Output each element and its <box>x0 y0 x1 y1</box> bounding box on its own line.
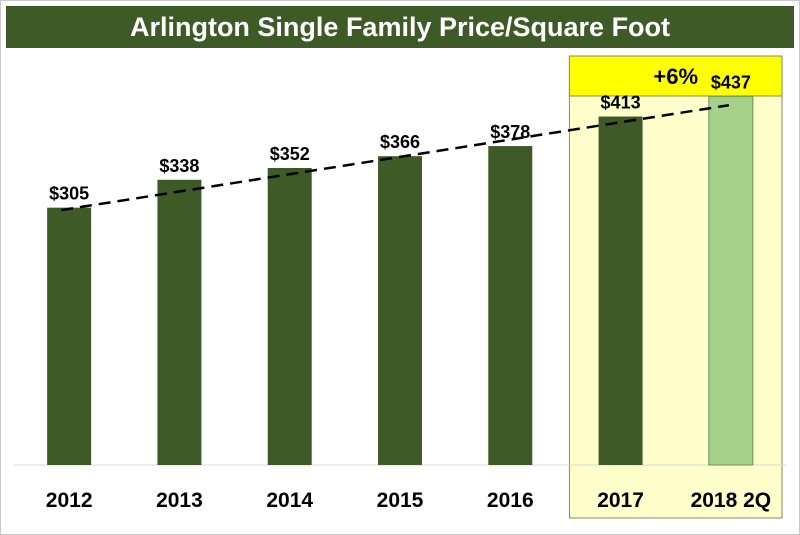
bar-2013 <box>157 179 202 465</box>
bar-2014 <box>267 168 312 465</box>
value-label: $352 <box>270 144 310 164</box>
highlight-annotation: +6% <box>653 64 698 89</box>
x-tick-label: 2013 <box>156 489 203 512</box>
x-tick-label: 2017 <box>597 489 644 512</box>
bar-2018-2q <box>708 95 754 466</box>
bar-2017 <box>598 116 643 465</box>
x-tick-label: 2016 <box>487 489 534 512</box>
value-label: $338 <box>159 156 199 176</box>
x-tick-label: 2018 2Q <box>691 489 772 512</box>
highlight-banner <box>568 55 783 97</box>
value-label: $378 <box>490 122 530 142</box>
chart-title: Arlington Single Family Price/Square Foo… <box>6 6 794 48</box>
bar-2015 <box>378 156 422 465</box>
value-label: $437 <box>711 72 751 92</box>
x-tick-label: 2015 <box>377 489 424 512</box>
x-tick-label: 2014 <box>266 489 313 512</box>
value-label: $413 <box>601 93 641 113</box>
value-label: $305 <box>49 184 89 204</box>
x-tick-label: 2012 <box>46 489 93 512</box>
bar-2016 <box>488 146 533 465</box>
bar-2012 <box>47 207 92 465</box>
value-label: $366 <box>380 132 420 152</box>
